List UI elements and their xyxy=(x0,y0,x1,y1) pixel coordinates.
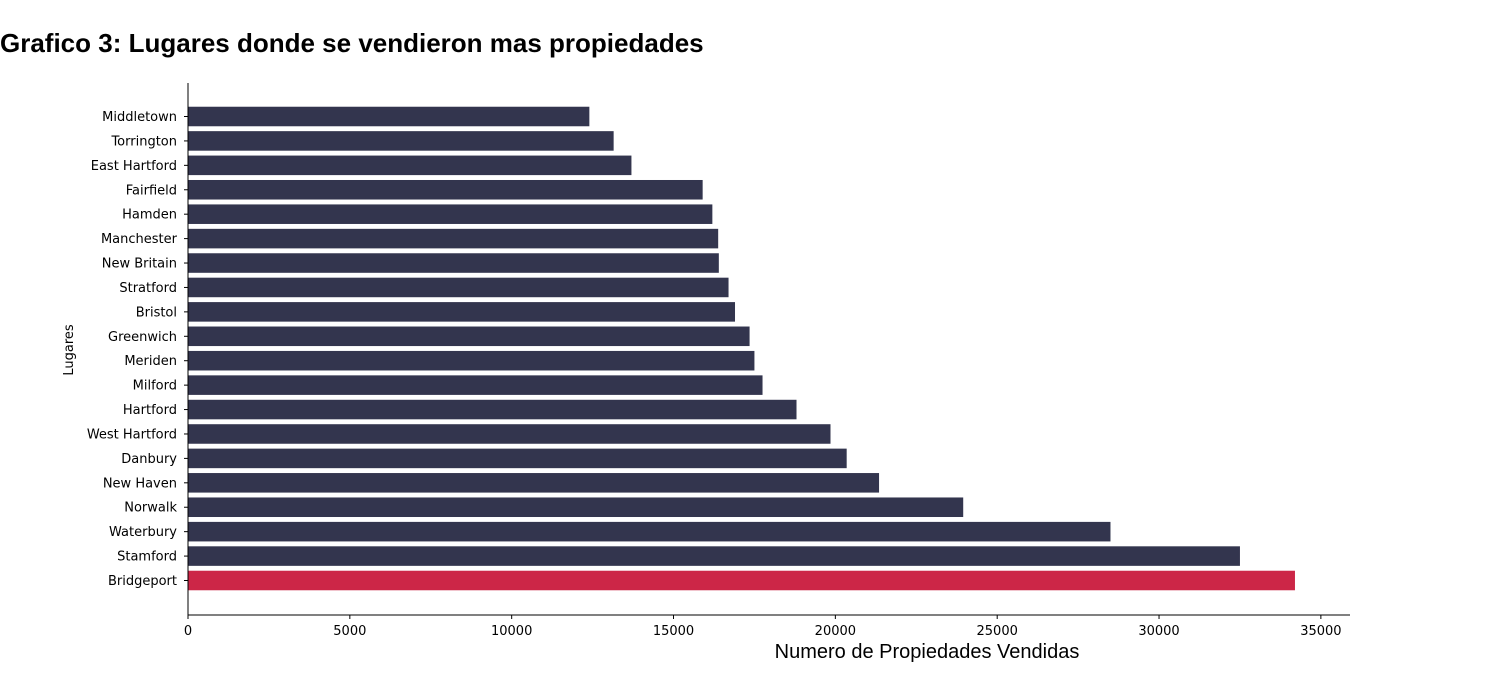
bars-layer xyxy=(188,106,1295,591)
y-tick-label: Greenwich xyxy=(108,330,177,345)
x-axis-label: Numero de Propiedades Vendidas xyxy=(775,641,1080,663)
x-tick-label: 0 xyxy=(184,624,192,639)
bar-new-haven xyxy=(188,473,880,493)
y-tick-label: Middletown xyxy=(102,110,177,125)
bar-middletown xyxy=(188,106,590,127)
y-tick-label: West Hartford xyxy=(87,427,177,442)
bar-greenwich xyxy=(188,326,750,347)
y-tick-label: Stratford xyxy=(119,281,177,296)
bar-stamford xyxy=(188,546,1240,566)
bar-fairfield xyxy=(188,179,703,200)
y-tick-label: Meriden xyxy=(124,354,177,369)
bar-meriden xyxy=(188,350,755,371)
y-tick-label: Manchester xyxy=(101,232,178,247)
y-tick-label: Bridgeport xyxy=(108,574,177,589)
y-tick-label: Norwalk xyxy=(124,501,177,516)
bar-waterbury xyxy=(188,521,1111,542)
x-tick-label: 15000 xyxy=(653,624,694,639)
y-tick-label: New Britain xyxy=(102,257,177,272)
y-tick-label: Waterbury xyxy=(109,525,177,540)
bar-hartford xyxy=(188,399,797,420)
bar-hamden xyxy=(188,204,713,224)
y-tick-label: Fairfield xyxy=(126,183,177,198)
y-tick-label: New Haven xyxy=(103,476,177,491)
y-tick-label: Danbury xyxy=(121,452,177,467)
y-tick-label: Hamden xyxy=(122,208,177,223)
bar-east-hartford xyxy=(188,155,632,176)
x-tick-label: 20000 xyxy=(815,624,856,639)
y-axis-label: Lugares xyxy=(62,324,77,376)
bar-west-hartford xyxy=(188,424,831,444)
bar-bristol xyxy=(188,302,736,322)
bar-danbury xyxy=(188,448,847,469)
x-tick-label: 10000 xyxy=(491,624,532,639)
y-tick-label: Torrington xyxy=(110,134,177,149)
bar-milford xyxy=(188,375,763,395)
y-ticks-layer: Bridgeport Stamford Waterbury Norwalk New Ha… xyxy=(87,110,188,589)
x-tick-label: 5000 xyxy=(333,624,366,639)
chart-title: Grafico 3: Lugares donde se vendieron ma… xyxy=(0,28,704,58)
x-tick-label: 30000 xyxy=(1138,624,1179,639)
bar-torrington xyxy=(188,131,614,151)
x-tick-label: 35000 xyxy=(1300,624,1341,639)
y-tick-label: Hartford xyxy=(123,403,177,418)
bar-norwalk xyxy=(188,497,964,518)
y-tick-label: Bristol xyxy=(136,305,177,320)
bar-new-britain xyxy=(188,253,719,273)
y-tick-label: East Hartford xyxy=(91,159,177,174)
y-tick-label: Milford xyxy=(133,379,177,394)
bar-bridgeport xyxy=(188,570,1295,591)
x-ticks-layer: 0 5000 10000 15000 20000 25000 30000 35000 xyxy=(184,615,1342,639)
bar-manchester xyxy=(188,228,719,249)
y-tick-label: Stamford xyxy=(117,550,177,565)
x-tick-label: 25000 xyxy=(977,624,1018,639)
bar-stratford xyxy=(188,277,729,298)
